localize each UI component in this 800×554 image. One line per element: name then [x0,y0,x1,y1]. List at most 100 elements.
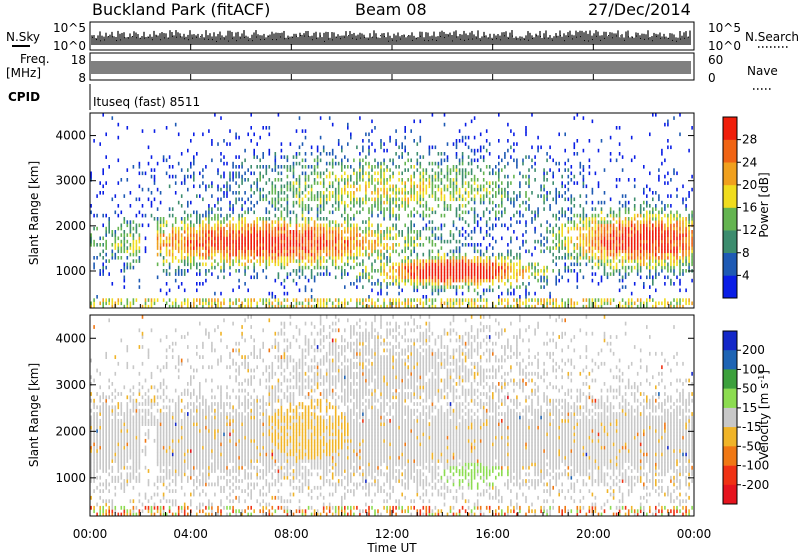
power-cell [470,230,473,234]
power-cell [226,230,228,234]
power-cell [528,265,530,270]
power-cell [90,171,92,176]
power-cell [356,145,358,150]
power-cell [576,256,579,260]
power-cell [274,304,277,309]
power-cell [615,230,618,234]
power-cell [241,236,243,241]
power-cell [434,161,437,166]
power-cell [416,272,419,276]
power-cell [356,239,358,244]
power-cell [621,204,624,208]
power-cell [277,220,280,224]
power-cell [99,142,101,146]
power-cell [150,298,153,302]
power-cell [398,213,400,218]
power-cell [401,152,403,156]
power-cell [621,230,624,234]
power-cell [609,210,612,215]
power-cell [138,165,141,169]
power-cell [183,226,186,231]
nsearch-point [96,39,97,41]
power-cell [319,298,322,302]
power-cell [313,239,316,244]
power-cell [419,197,422,202]
power-cell [588,220,591,224]
power-cell [479,243,482,247]
power-cell [202,233,204,237]
power-cell [262,249,264,254]
power-cell [180,152,183,156]
nsearch-point [644,38,645,40]
power-cell [425,223,428,228]
power-cell [437,165,440,169]
power-cell [223,259,225,263]
power-cell [241,262,243,267]
power-cell [286,239,289,244]
power-cell [108,298,110,302]
power-cell [241,246,243,250]
power-cell [428,236,431,241]
power-cell [476,265,479,270]
power-cell [229,243,231,247]
power-cell [470,178,473,182]
power-cell [591,239,594,244]
power-cell [498,191,500,195]
power-cell [289,243,292,247]
power-cell [609,298,612,302]
power-cell [229,207,231,211]
power-cell [147,298,150,302]
power-cell [398,217,400,221]
power-cell [467,233,470,237]
power-cell [217,200,219,205]
power-cell [277,259,280,263]
power-cell [292,239,295,244]
power-cell [159,239,162,244]
power-cell [570,301,573,306]
power-cell [220,249,222,254]
power-cell [283,243,286,247]
power-cell [525,288,527,293]
power-cell [238,249,240,254]
power-cell [555,243,557,247]
power-cell [344,191,346,195]
power-cell [603,239,606,244]
power-cell [102,168,104,172]
power-cell [337,301,340,306]
power-cell [422,174,425,179]
power-cell [534,213,536,218]
power-cell [461,217,464,221]
power-cell [90,301,92,306]
power-cell [476,304,479,309]
power-cell [543,168,545,172]
power-cell [350,132,352,137]
power-cell [199,213,201,218]
power-cell [292,252,295,257]
power-cell [262,269,264,273]
power-cell [368,272,370,276]
power-cell [208,220,210,224]
power-cell [416,269,419,273]
power-cell [295,233,298,237]
power-cell [603,301,606,306]
power-cell [353,181,355,185]
power-cell [325,161,328,166]
power-cell [401,262,403,267]
power-cell [105,298,107,302]
power-cell [374,165,376,169]
noise-series [91,30,691,45]
power-cell [365,184,367,189]
power-cell [492,275,494,280]
power-cell [280,301,283,306]
power-cell [162,259,165,263]
power-cell [510,217,512,221]
power-cell [341,256,343,260]
power-cell [220,223,222,228]
power-cell [582,165,585,169]
power-cell [295,301,298,306]
nsearch-point [232,37,233,39]
power-cell [283,191,286,195]
power-cell [615,252,618,257]
power-cell [461,285,464,289]
power-cell [371,249,373,254]
